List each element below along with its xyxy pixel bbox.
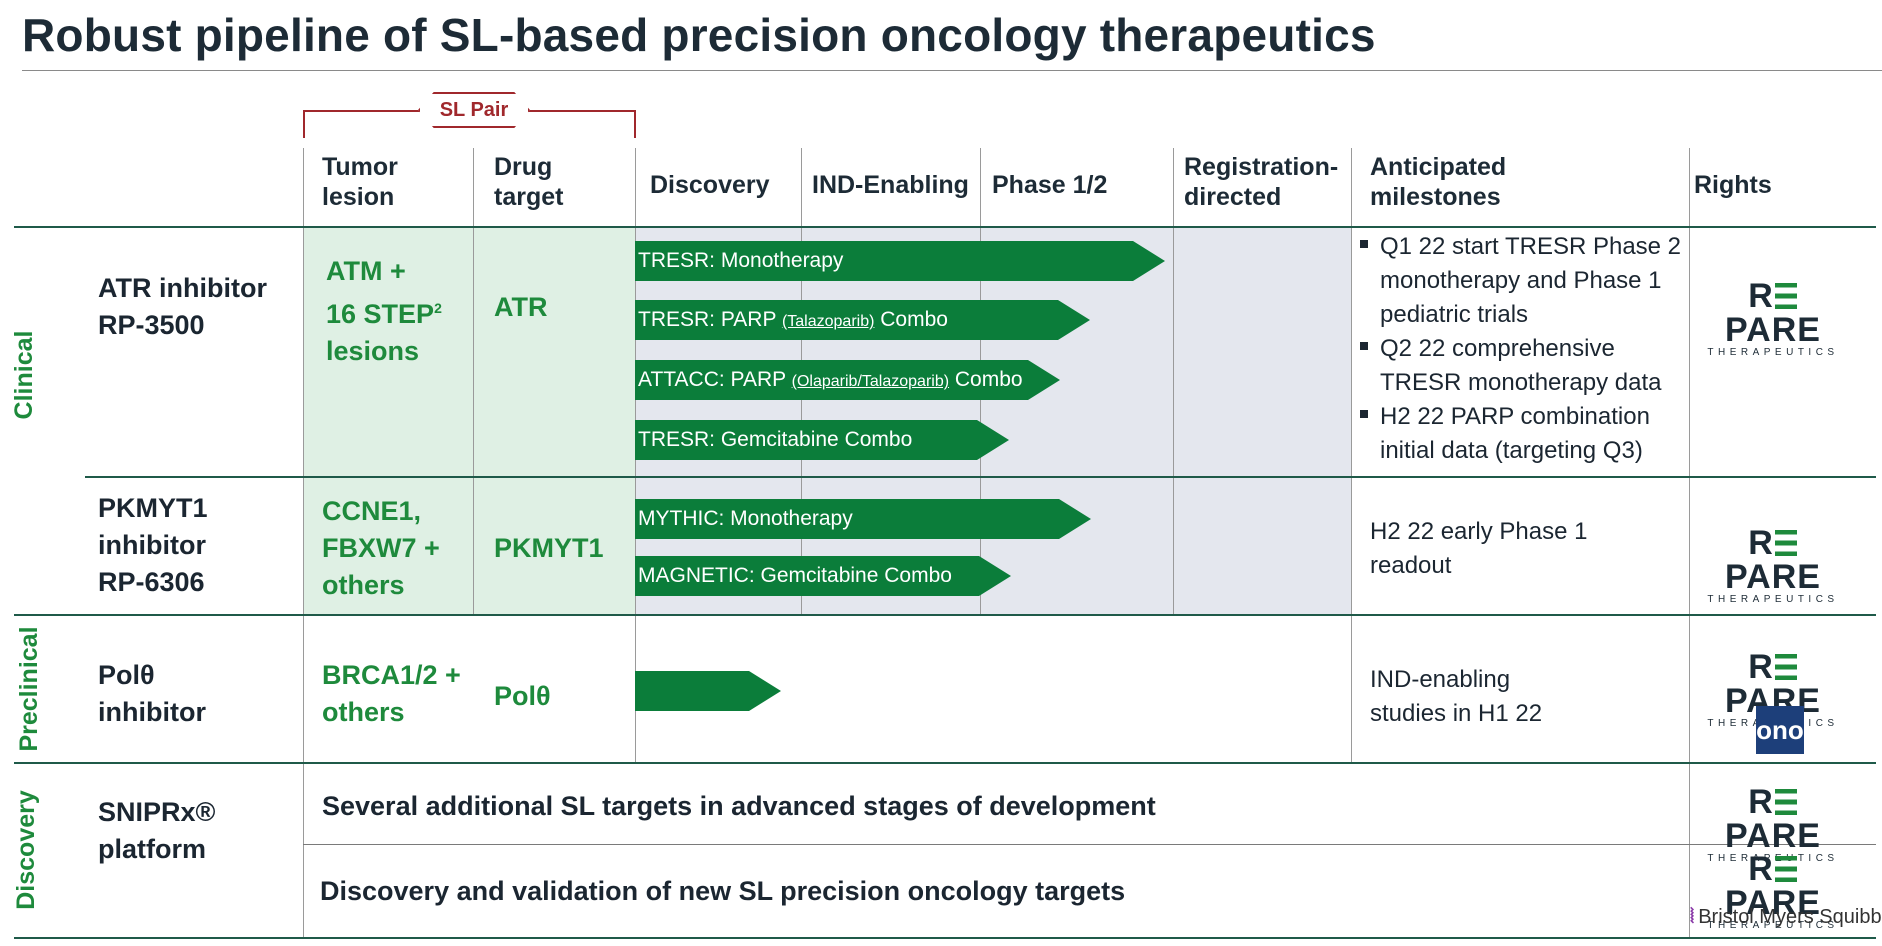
repare-e-icon [1774, 530, 1797, 556]
grid-vline-registration [1173, 148, 1174, 615]
grid-vline-lesion-left [303, 148, 304, 938]
sl-pair-label: SL Pair [439, 99, 509, 121]
drug-target-pkmyt1: PKMYT1 [494, 533, 604, 563]
program-atr-inhibitor: ATR inhibitor RP-3500 [98, 273, 267, 340]
arrow-mythic-monotherapy: MYTHIC: Monotherapy [635, 499, 1091, 539]
milestones-polq: IND-enabling studies in H1 22 [1370, 666, 1543, 727]
tumor-lesion-polq: BRCA1/2 + others [322, 660, 461, 727]
arrow-attacc-parp-combo: ATTACC: PARP (Olaparib/Talazoparib) Comb… [635, 360, 1060, 400]
program-sniprx-platform: SNIPRx® platform [98, 797, 216, 864]
arrow-tresr-parp-combo: TRESR: PARP (Talazoparib) Combo [635, 300, 1090, 340]
bristol-myers-squibb-logo: ⦚ Bristol Myers Squibb [1690, 906, 1882, 928]
arrow-polq-discovery [635, 671, 781, 711]
arrow-tresr-gemcitabine-combo: TRESR: Gemcitabine Combo [635, 420, 1009, 460]
title-divider [22, 70, 1882, 71]
milestones-atr: Q1 22 start TRESR Phase 2 monotherapy and… [1360, 230, 1681, 468]
milestone-item: Q2 22 comprehensive TRESR monotherapy dat… [1360, 332, 1681, 400]
header-discovery: Discovery [650, 171, 770, 199]
repare-logo: RPARE THERAPEUTICS [1707, 277, 1839, 358]
repare-e-icon [1774, 789, 1797, 815]
sniprx-band-new-targets: Discovery and validation of new SL preci… [320, 876, 1126, 906]
header-phase-1-2: Phase 1/2 [992, 171, 1108, 199]
repare-logo: RPARE THERAPEUTICS [1707, 850, 1839, 931]
grid-hline-clinical [14, 614, 1876, 616]
section-label-clinical: Clinical [10, 330, 38, 420]
header-drug-target: Drug target [494, 153, 564, 211]
grid-hline-bottom [14, 937, 1876, 939]
tumor-lesion-pkmyt1: CCNE1, FBXW7 + others [322, 496, 440, 600]
bullet-icon [1360, 240, 1368, 248]
ono-logo: ono [1756, 706, 1804, 754]
program-polq-inhibitor: Polθ inhibitor [98, 660, 206, 727]
sl-pair-badge [418, 92, 530, 128]
milestone-item: H2 22 PARP combination initial data (targ… [1360, 400, 1681, 468]
grid-hline-discovery-band [303, 844, 1876, 845]
grid-vline-rights [1689, 148, 1690, 938]
drug-target-atr: ATR [494, 292, 548, 322]
header-tumor-lesion: Tumor lesion [322, 153, 398, 211]
bullet-icon [1360, 410, 1368, 418]
repare-logo: RPARE THERAPEUTICS [1707, 783, 1839, 864]
repare-logo: RPARE THERAPEUTICS [1707, 524, 1839, 605]
header-anticipated-milestones: Anticipated milestones [1370, 153, 1507, 211]
grid-vline-milestones [1351, 148, 1352, 763]
bullet-icon [1360, 342, 1368, 350]
program-pkmyt1-inhibitor: PKMYT1 inhibitor RP-6306 [98, 493, 208, 597]
sniprx-band-advanced-targets: Several additional SL targets in advance… [322, 791, 1156, 821]
repare-e-icon [1774, 283, 1797, 309]
section-label-discovery: Discovery [12, 790, 40, 910]
lesion-target-fill [303, 227, 635, 615]
page-title: Robust pipeline of SL-based precision on… [22, 9, 1376, 61]
arrow-tresr-monotherapy: TRESR: Monotherapy [635, 241, 1165, 281]
header-rights: Rights [1694, 171, 1772, 199]
grid-hline-atr [85, 476, 1876, 478]
grid-vline-target-left [473, 148, 474, 615]
header-ind-enabling: IND-Enabling [812, 171, 969, 199]
repare-e-icon [1774, 654, 1797, 680]
milestone-item: Q1 22 start TRESR Phase 2 monotherapy and… [1360, 230, 1681, 332]
section-label-preclinical: Preclinical [15, 626, 43, 752]
drug-target-polq: Polθ [494, 681, 551, 711]
grid-hline-preclinical [14, 762, 1876, 764]
grid-hline-header [14, 226, 1876, 228]
bms-mark-icon: ⦚ [1690, 906, 1695, 928]
tumor-lesion-atr: ATM + 16 STEP2 lesions [326, 256, 442, 366]
milestones-pkmyt1: H2 22 early Phase 1 readout [1370, 518, 1588, 579]
arrow-magnetic-gemcitabine-combo: MAGNETIC: Gemcitabine Combo [635, 556, 1011, 596]
header-registration-directed: Registration-directed [1184, 153, 1339, 211]
repare-e-icon [1774, 856, 1797, 882]
